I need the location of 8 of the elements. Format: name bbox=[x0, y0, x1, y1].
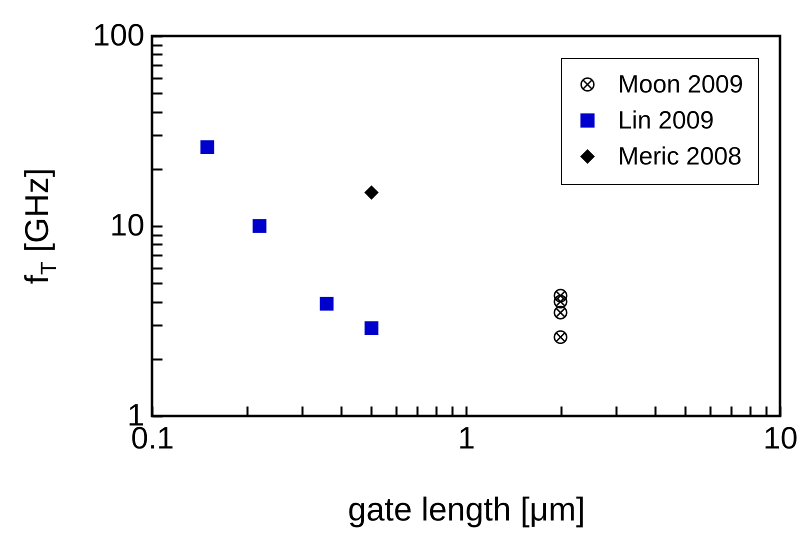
y-tick-label: 10 bbox=[110, 208, 144, 242]
y-tick-label: 100 bbox=[92, 18, 144, 52]
x-tick-label: 10 bbox=[763, 420, 798, 456]
legend-label: Meric 2008 bbox=[618, 142, 742, 170]
x-tick-label: 1 bbox=[458, 420, 476, 456]
x-axis-title: gate length [μm] bbox=[348, 490, 586, 528]
legend-label: Moon 2009 bbox=[618, 70, 744, 98]
legend-label: Lin 2009 bbox=[618, 106, 714, 134]
